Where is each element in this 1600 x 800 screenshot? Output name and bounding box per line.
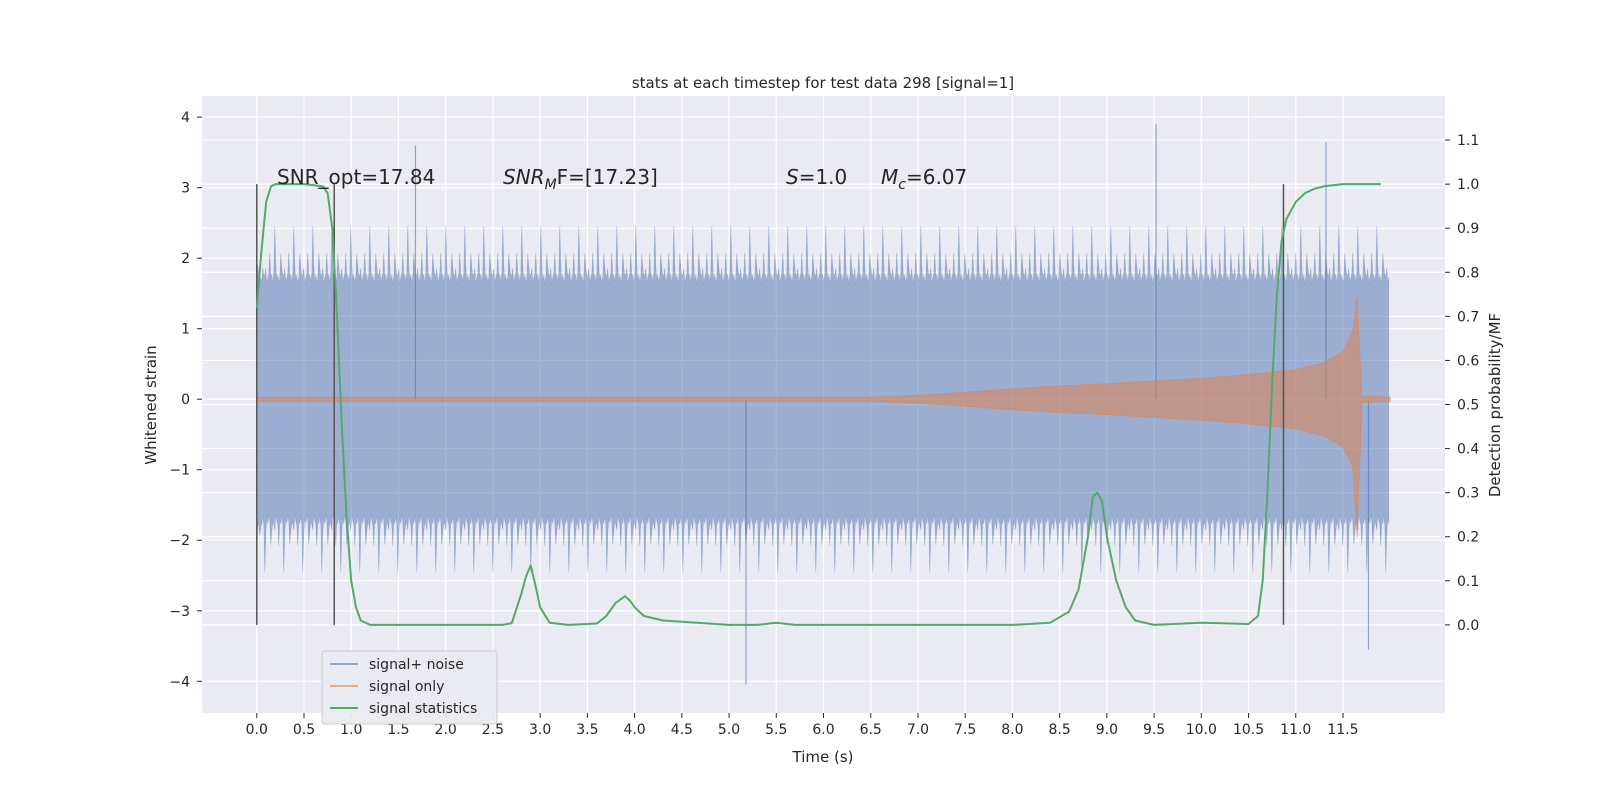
- annotation-snr-opt: SNR_opt=17.84: [277, 165, 435, 189]
- x-tick-label: 3.5: [576, 722, 598, 738]
- annotation-snr-mf-sub: M: [545, 177, 557, 193]
- x-axis-label: Time (s): [792, 748, 854, 766]
- y-right-tick-label: 0.9: [1457, 221, 1479, 237]
- y-tick-label: −4: [169, 674, 190, 690]
- x-tick-label: 7.5: [954, 722, 976, 738]
- annotations: SNR_opt=17.84 SNRMF=[17.23] S=1.0 Mc=6.0…: [277, 165, 967, 193]
- y-axis-label: Whitened strain: [142, 345, 160, 464]
- y-right-tick-label: 1.1: [1457, 133, 1479, 149]
- y-tick-label: −1: [169, 463, 190, 479]
- legend: signal+ noise signal only signal statist…: [321, 650, 498, 725]
- annotation-mc: Mc=6.07: [881, 165, 967, 193]
- annotation-snr-mf: SNRMF=[17.23]: [503, 165, 658, 193]
- y-right-tick-label: 0.3: [1457, 486, 1479, 502]
- x-tick-label: 2.0: [435, 722, 457, 738]
- annotation-s-rest: =1.0: [799, 165, 848, 189]
- y-right-tick-label: 0.7: [1457, 309, 1479, 325]
- annotation-s: S=1.0: [786, 165, 847, 189]
- legend-label-noise: signal+ noise: [369, 657, 464, 673]
- x-tick-label: 8.5: [1048, 722, 1070, 738]
- y-tick-label: −3: [169, 604, 190, 620]
- y-ticks-right: 0.0 0.1 0.2 0.3 0.4 0.5 0.6 0.7 0.8 0.9 1.0 1.1: [1445, 133, 1479, 634]
- x-ticks: 0.0 0.5 1.0 1.5 2.0 2.5 3.0 3.5 4.0 4.5 5.0 5.5 6.0 6…: [246, 713, 1359, 738]
- stats-line: [255, 183, 1381, 626]
- annotation-s-main: S: [786, 165, 799, 189]
- y-tick-label: 0: [181, 392, 190, 408]
- x-tick-label: 0.5: [293, 722, 315, 738]
- x-tick-label: 6.0: [812, 722, 834, 738]
- x-tick-label: 11.5: [1327, 722, 1358, 738]
- x-tick-label: 4.5: [671, 722, 693, 738]
- legend-label-stats: signal statistics: [369, 701, 477, 717]
- y-right-tick-label: 0.1: [1457, 574, 1479, 590]
- x-tick-label: 4.0: [623, 722, 645, 738]
- legend-label-signal: signal only: [369, 679, 444, 695]
- signal-envelope-area: [256, 296, 1391, 538]
- x-tick-label: 6.5: [860, 722, 882, 738]
- x-tick-label: 9.0: [1096, 722, 1118, 738]
- annotation-snr-mf-main: SNR: [503, 165, 545, 189]
- x-tick-label: 11.0: [1280, 722, 1311, 738]
- x-tick-label: 5.0: [718, 722, 740, 738]
- annotation-mc-rest: =6.07: [906, 165, 967, 189]
- annotation-snr-mf-rest: F=[17.23]: [557, 165, 658, 189]
- y-axis-label-right: Detection probability/MF: [1486, 313, 1504, 497]
- annotation-mc-main: M: [881, 165, 898, 189]
- series-signal-statistics: [255, 183, 1381, 626]
- x-tick-label: 8.0: [1001, 722, 1023, 738]
- y-tick-label: 2: [181, 251, 190, 267]
- y-right-tick-label: 0.4: [1457, 442, 1479, 458]
- x-tick-label: 9.5: [1143, 722, 1165, 738]
- y-right-tick-label: 0.0: [1457, 618, 1479, 634]
- y-ticks: −4 −3 −2 −1 0 1 2 3 4: [169, 110, 202, 690]
- x-tick-label: 3.0: [529, 722, 551, 738]
- chart-title: stats at each timestep for test data 298…: [632, 74, 1014, 92]
- y-right-tick-label: 0.5: [1457, 398, 1479, 414]
- y-tick-label: 4: [181, 110, 190, 126]
- x-tick-label: 5.5: [765, 722, 787, 738]
- annotation-mc-sub: c: [898, 177, 906, 193]
- x-tick-label: 7.0: [907, 722, 929, 738]
- y-right-tick-label: 1.0: [1457, 177, 1479, 193]
- x-tick-label: 10.0: [1186, 722, 1217, 738]
- y-right-tick-label: 0.8: [1457, 265, 1479, 281]
- x-tick-label: 1.0: [340, 722, 362, 738]
- y-tick-label: −2: [169, 533, 190, 549]
- x-tick-label: 0.0: [246, 722, 268, 738]
- y-right-tick-label: 0.2: [1457, 530, 1479, 546]
- y-right-tick-label: 0.6: [1457, 353, 1479, 369]
- series-signal-only: [256, 296, 1391, 538]
- y-tick-label: 3: [181, 181, 190, 197]
- x-tick-label: 10.5: [1233, 722, 1264, 738]
- y-tick-label: 1: [181, 322, 190, 338]
- x-tick-label: 1.5: [387, 722, 409, 738]
- x-tick-label: 2.5: [482, 722, 504, 738]
- legend-box: [321, 650, 498, 725]
